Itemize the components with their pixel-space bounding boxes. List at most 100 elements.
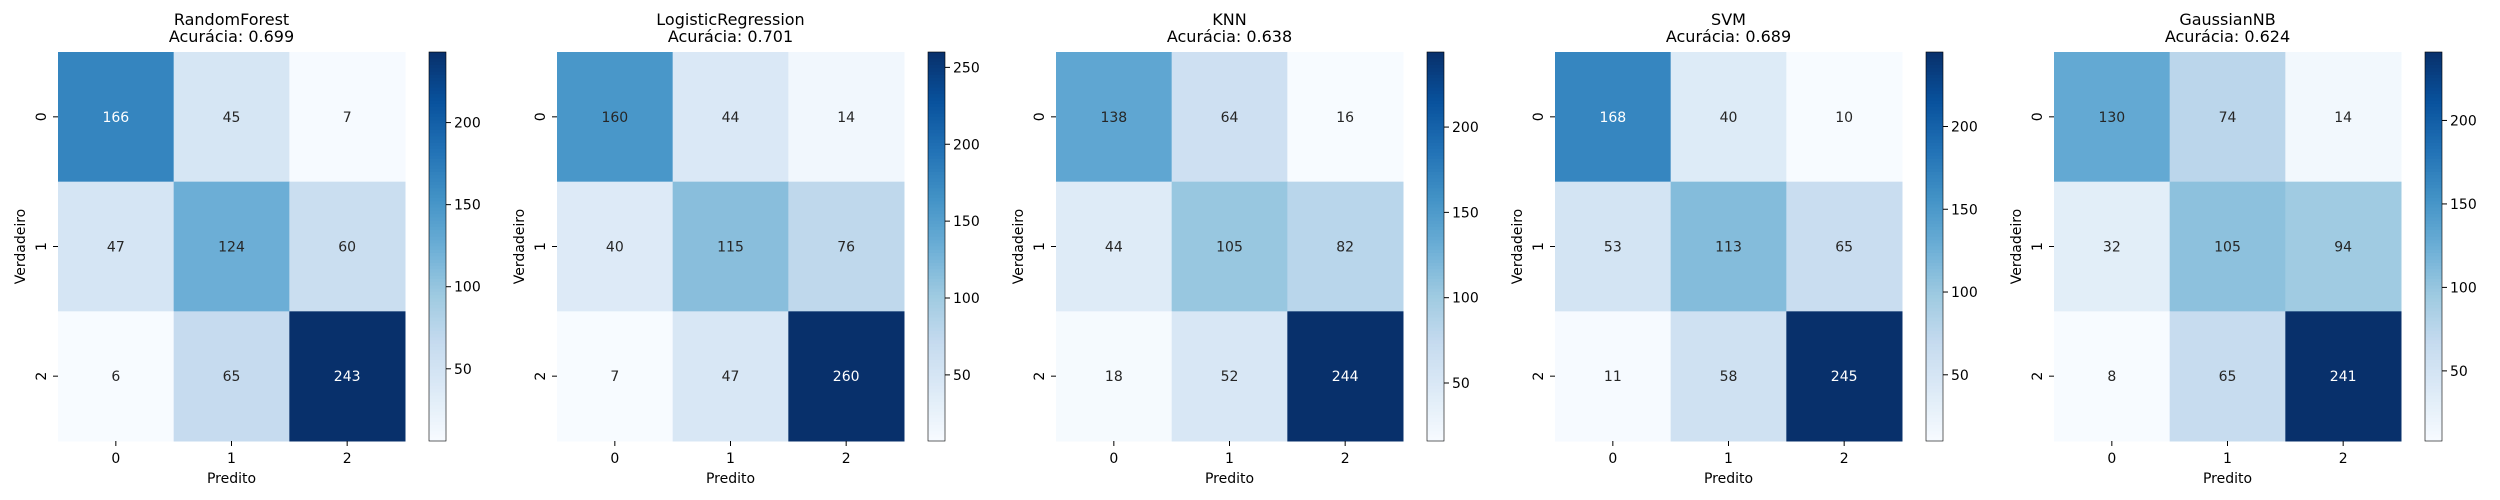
cell-value-label: 105 bbox=[1216, 240, 1243, 256]
heatmap-cell bbox=[1287, 181, 1404, 312]
colorbar-strip bbox=[2425, 269, 2442, 274]
colorbar-strip bbox=[2425, 236, 2442, 241]
colorbar-tick-label: 50 bbox=[2450, 364, 2468, 380]
colorbar-strip bbox=[1926, 158, 1943, 163]
colorbar-strip bbox=[429, 152, 446, 157]
colorbar-strip bbox=[1427, 285, 1444, 290]
colorbar-strip bbox=[1427, 214, 1444, 218]
colorbar-strip bbox=[1427, 262, 1444, 267]
colorbar-tick-label: 50 bbox=[1951, 368, 1969, 384]
colorbar-strip bbox=[1926, 288, 1943, 293]
colorbar-strip bbox=[928, 392, 945, 397]
accuracy-subtitle: Acurácia: 0.689 bbox=[1666, 27, 1791, 46]
colorbar-strip bbox=[928, 243, 945, 248]
cell-value-label: 241 bbox=[2330, 369, 2357, 385]
cell-value-label: 45 bbox=[223, 110, 241, 126]
colorbar-strip bbox=[1427, 240, 1444, 244]
colorbar-strip bbox=[429, 214, 446, 218]
colorbar-strip bbox=[2425, 120, 2442, 124]
colorbar-strip bbox=[1427, 171, 1444, 176]
colorbar-strip bbox=[429, 314, 446, 319]
colorbar-strip bbox=[2425, 191, 2442, 196]
colorbar-strip bbox=[1926, 207, 1943, 212]
colorbar-strip bbox=[429, 392, 446, 397]
colorbar-strip bbox=[1926, 133, 1943, 137]
colorbar-strip bbox=[1427, 379, 1444, 384]
colorbar-strip bbox=[1926, 359, 1943, 364]
heatmap-cell bbox=[788, 52, 905, 183]
colorbar-strip bbox=[429, 123, 446, 128]
colorbar-strip bbox=[928, 308, 945, 312]
colorbar-strip bbox=[928, 217, 945, 222]
colorbar-strip bbox=[2425, 123, 2442, 128]
colorbar-strip bbox=[928, 227, 945, 231]
colorbar-strip bbox=[928, 181, 945, 186]
colorbar-strip bbox=[429, 428, 446, 432]
colorbar-strip bbox=[1427, 64, 1444, 69]
colorbar-strip bbox=[429, 103, 446, 108]
colorbar-strip bbox=[2425, 81, 2442, 86]
colorbar-strip bbox=[2425, 230, 2442, 235]
x-tick-label: 0 bbox=[610, 451, 619, 467]
colorbar-strip bbox=[1427, 353, 1444, 358]
colorbar-strip bbox=[1427, 223, 1444, 228]
colorbar-strip bbox=[429, 288, 446, 293]
cell-value-label: 105 bbox=[2214, 240, 2241, 256]
heatmap-cell bbox=[1670, 52, 1787, 183]
colorbar-strip bbox=[1926, 272, 1943, 277]
colorbar-strip bbox=[928, 68, 945, 73]
colorbar-strip bbox=[1427, 52, 1444, 56]
colorbar-strip bbox=[928, 142, 945, 147]
colorbar-strip bbox=[1427, 71, 1444, 76]
colorbar-strip bbox=[928, 434, 945, 439]
colorbar-strip bbox=[928, 233, 945, 238]
colorbar-strip bbox=[928, 282, 945, 286]
colorbar-strip bbox=[2425, 240, 2442, 244]
colorbar-strip bbox=[928, 304, 945, 309]
cell-value-label: 65 bbox=[223, 369, 241, 385]
colorbar-strip bbox=[1926, 324, 1943, 329]
colorbar-strip bbox=[2425, 398, 2442, 403]
colorbar-strip bbox=[928, 265, 945, 270]
colorbar-strip bbox=[2425, 84, 2442, 89]
colorbar-strip bbox=[1926, 337, 1943, 342]
colorbar-strip bbox=[928, 278, 945, 283]
colorbar-strip bbox=[429, 434, 446, 439]
cell-value-label: 10 bbox=[1835, 110, 1853, 126]
colorbar-strip bbox=[928, 191, 945, 196]
colorbar-strip bbox=[429, 418, 446, 423]
colorbar-strip bbox=[1926, 227, 1943, 231]
cell-value-label: 243 bbox=[334, 369, 361, 385]
colorbar-strip bbox=[928, 152, 945, 157]
colorbar-strip bbox=[429, 334, 446, 338]
colorbar-strip bbox=[429, 194, 446, 199]
colorbar-strip bbox=[1427, 376, 1444, 381]
colorbar-strip bbox=[928, 295, 945, 299]
colorbar-strip bbox=[2425, 327, 2442, 332]
colorbar-strip bbox=[2425, 408, 2442, 413]
colorbar-strip bbox=[928, 343, 945, 348]
colorbar-strip bbox=[1427, 278, 1444, 283]
colorbar-strip bbox=[1427, 421, 1444, 426]
colorbar-strip bbox=[2425, 395, 2442, 400]
colorbar-strip bbox=[1427, 346, 1444, 351]
colorbar-strip bbox=[1427, 194, 1444, 199]
colorbar-strip bbox=[1926, 103, 1943, 108]
x-tick-label: 1 bbox=[2223, 451, 2232, 467]
colorbar-strip bbox=[429, 87, 446, 92]
colorbar-strip bbox=[429, 405, 446, 410]
heatmap-cell bbox=[1670, 181, 1787, 312]
colorbar-strip bbox=[1427, 304, 1444, 309]
colorbar-strip bbox=[1926, 68, 1943, 73]
colorbar-frame bbox=[927, 51, 946, 442]
colorbar-strip bbox=[2425, 246, 2442, 251]
colorbar-strip bbox=[1926, 382, 1943, 387]
colorbar-strip bbox=[928, 230, 945, 235]
colorbar-strip bbox=[1427, 366, 1444, 371]
heatmap-cell bbox=[1056, 52, 1173, 183]
colorbar-strip bbox=[1427, 272, 1444, 277]
colorbar-strip bbox=[1427, 350, 1444, 355]
cell-value-label: 6 bbox=[111, 369, 120, 385]
colorbar-strip bbox=[2425, 165, 2442, 170]
colorbar-strip bbox=[1926, 197, 1943, 202]
